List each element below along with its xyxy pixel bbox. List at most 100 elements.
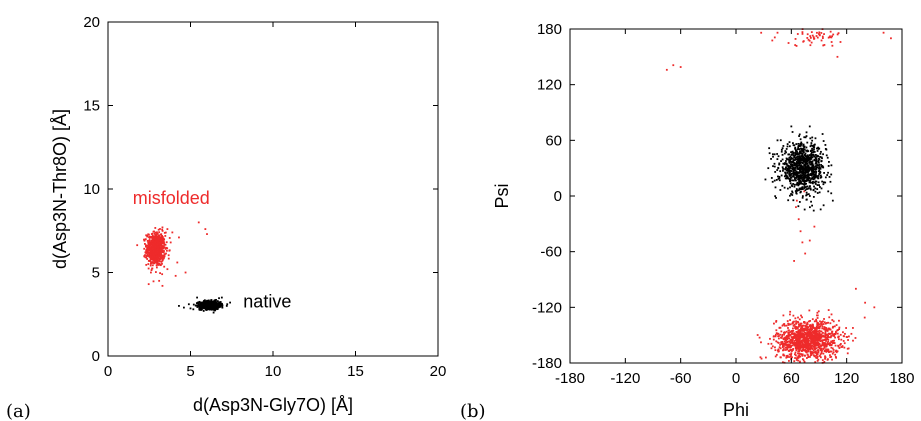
data-point — [828, 351, 830, 354]
data-point — [818, 169, 821, 172]
data-point — [831, 326, 834, 329]
data-point — [812, 164, 815, 167]
data-point — [796, 341, 799, 344]
data-point — [831, 44, 834, 47]
data-point — [152, 259, 155, 262]
data-point — [818, 325, 821, 328]
data-point — [786, 345, 789, 348]
data-point — [807, 168, 810, 171]
data-point — [192, 303, 195, 306]
y-tick-label: 20 — [83, 14, 100, 31]
panel-b-ticks: -180 -120 -60 0 60 120 180 -180 -120 -60 0 60 120 180 — [532, 21, 915, 387]
data-point — [817, 346, 820, 349]
data-point — [790, 339, 793, 341]
data-point — [793, 323, 796, 326]
data-point — [785, 174, 788, 177]
data-point — [795, 143, 798, 145]
data-point — [145, 263, 148, 266]
x-tick-label: -180 — [555, 370, 585, 387]
data-point — [151, 255, 154, 258]
data-point — [788, 168, 790, 171]
panel-a-annotations: misfolded native — [133, 188, 292, 312]
data-point — [781, 153, 784, 156]
data-point — [794, 190, 797, 192]
data-point — [812, 341, 814, 343]
data-point — [800, 177, 802, 180]
data-point — [148, 255, 151, 258]
data-point — [775, 178, 778, 181]
data-point — [211, 300, 213, 303]
data-point — [148, 236, 150, 239]
data-point — [791, 322, 794, 325]
data-point — [825, 329, 828, 332]
data-point — [153, 235, 156, 238]
data-point — [787, 333, 790, 335]
data-point — [166, 247, 169, 250]
data-point — [168, 237, 171, 239]
data-point — [822, 334, 825, 337]
data-point — [789, 178, 792, 181]
data-point — [773, 179, 776, 182]
data-point — [813, 144, 816, 146]
data-point — [769, 337, 771, 340]
data-point — [808, 161, 811, 164]
data-point — [825, 322, 828, 324]
data-point — [783, 175, 786, 178]
data-point — [219, 304, 222, 307]
data-point — [144, 242, 146, 245]
data-point — [831, 35, 834, 38]
data-point — [801, 182, 804, 185]
data-point — [818, 173, 821, 175]
data-point — [148, 239, 151, 242]
data-point — [158, 248, 160, 251]
data-point — [795, 333, 798, 336]
data-point — [803, 208, 806, 211]
data-point — [801, 152, 804, 155]
data-point — [797, 157, 800, 160]
data-point — [792, 175, 794, 178]
data-point — [809, 36, 812, 39]
data-point — [817, 159, 820, 162]
data-point — [159, 255, 161, 258]
data-point — [815, 329, 818, 332]
data-point — [197, 302, 200, 305]
data-point — [801, 150, 804, 152]
data-point — [155, 231, 158, 234]
data-point — [814, 352, 817, 354]
data-point — [837, 336, 840, 339]
data-point — [801, 316, 803, 319]
data-point — [798, 179, 800, 181]
data-point — [798, 162, 801, 164]
data-point — [797, 344, 799, 347]
data-point — [812, 170, 815, 172]
data-point — [821, 35, 824, 38]
data-point — [159, 256, 162, 259]
data-point — [821, 359, 824, 362]
data-point — [836, 33, 839, 36]
panel-a-ylabel: d(Asp3N-Thr8O) [Å] — [50, 109, 70, 269]
data-point — [155, 261, 158, 263]
data-point — [151, 244, 154, 247]
data-point — [798, 174, 801, 177]
data-point — [789, 155, 792, 158]
data-point — [813, 320, 816, 323]
data-point — [760, 31, 763, 34]
data-point — [790, 353, 793, 356]
data-point — [778, 162, 781, 165]
data-point — [814, 162, 817, 165]
data-point — [789, 182, 792, 185]
data-point — [791, 157, 794, 160]
data-point — [148, 252, 151, 255]
data-point — [813, 155, 816, 158]
data-point — [152, 280, 155, 283]
data-point — [815, 331, 817, 334]
data-point — [818, 323, 821, 326]
data-point — [830, 335, 833, 337]
data-point — [159, 248, 162, 251]
data-point — [816, 349, 819, 352]
data-point — [773, 335, 775, 338]
data-point — [796, 327, 799, 330]
data-point — [798, 337, 801, 340]
data-point — [795, 165, 798, 168]
data-point — [817, 175, 820, 177]
